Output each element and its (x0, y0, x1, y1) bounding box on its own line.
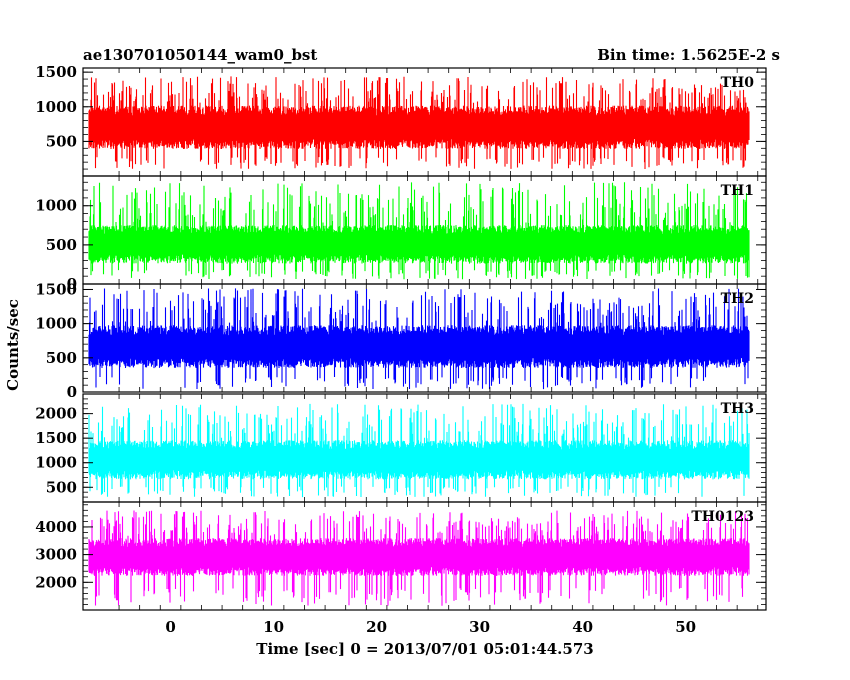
panels-group: 500 1000 1500 TH0 0 500 1000 TH1 0 500 1000 1500 TH2… (35, 63, 767, 611)
x-tick-label: 0 (165, 618, 175, 636)
y-tick-label: 0 (67, 383, 77, 401)
panel-th3: 500 1000 1500 2000 TH3 (35, 393, 767, 503)
series-th1 (88, 182, 750, 280)
panel-label-th0123: TH0123 (691, 509, 754, 525)
panel-th0123: 2000 3000 4000 TH0123 (35, 501, 767, 611)
series-th0 (88, 76, 750, 169)
panel-label-th3: TH3 (721, 401, 754, 417)
x-tick-label: 20 (366, 618, 387, 636)
y-tick-label: 1000 (35, 315, 77, 333)
panel-th1: 0 500 1000 TH1 (35, 175, 767, 293)
panel-frame (82, 501, 767, 611)
panel-label-th2: TH2 (721, 291, 754, 307)
y-tick-label: 1000 (35, 98, 77, 116)
bin-time-label: Bin time: 1.5625E-2 s (597, 46, 780, 64)
panel-th0: 500 1000 1500 TH0 (35, 63, 767, 177)
x-tick-label: 30 (469, 618, 490, 636)
panel-label-th1: TH1 (721, 183, 754, 199)
y-tick-label: 1000 (35, 197, 77, 215)
y-tick-label: 1000 (35, 454, 77, 472)
y-axis-label: Counts/sec (4, 299, 22, 391)
panel-frame (82, 283, 767, 393)
y-tick-label: 500 (46, 478, 77, 496)
panel-th2: 0 500 1000 1500 TH2 (35, 280, 767, 401)
y-tick-label: 500 (46, 349, 77, 367)
x-tick-label: 10 (263, 618, 284, 636)
x-axis-label: Time [sec] 0 = 2013/07/01 05:01:44.573 (256, 640, 593, 658)
y-tick-label: 0 (67, 275, 77, 293)
y-tick-label: 2000 (35, 573, 77, 591)
series-th2 (88, 288, 750, 390)
panel-label-th0: TH0 (721, 75, 755, 91)
y-tick-label: 3000 (35, 546, 77, 564)
y-tick-label: 2000 (35, 405, 77, 423)
y-tick-label: 500 (46, 236, 77, 254)
y-tick-label: 1500 (35, 63, 77, 81)
series-th3 (88, 403, 750, 498)
y-tick-label: 1500 (35, 429, 77, 447)
x-tick-label: 50 (675, 618, 696, 636)
x-tick-label: 40 (572, 618, 593, 636)
y-tick-label: 500 (46, 132, 77, 150)
y-tick-label: 1500 (35, 280, 77, 298)
y-tick-label: 4000 (35, 518, 77, 536)
series-th0123 (88, 510, 750, 606)
chart-title: ae130701050144_wam0_bst (83, 46, 317, 64)
x-tick-labels: 0 10 20 30 40 50 (165, 618, 696, 636)
